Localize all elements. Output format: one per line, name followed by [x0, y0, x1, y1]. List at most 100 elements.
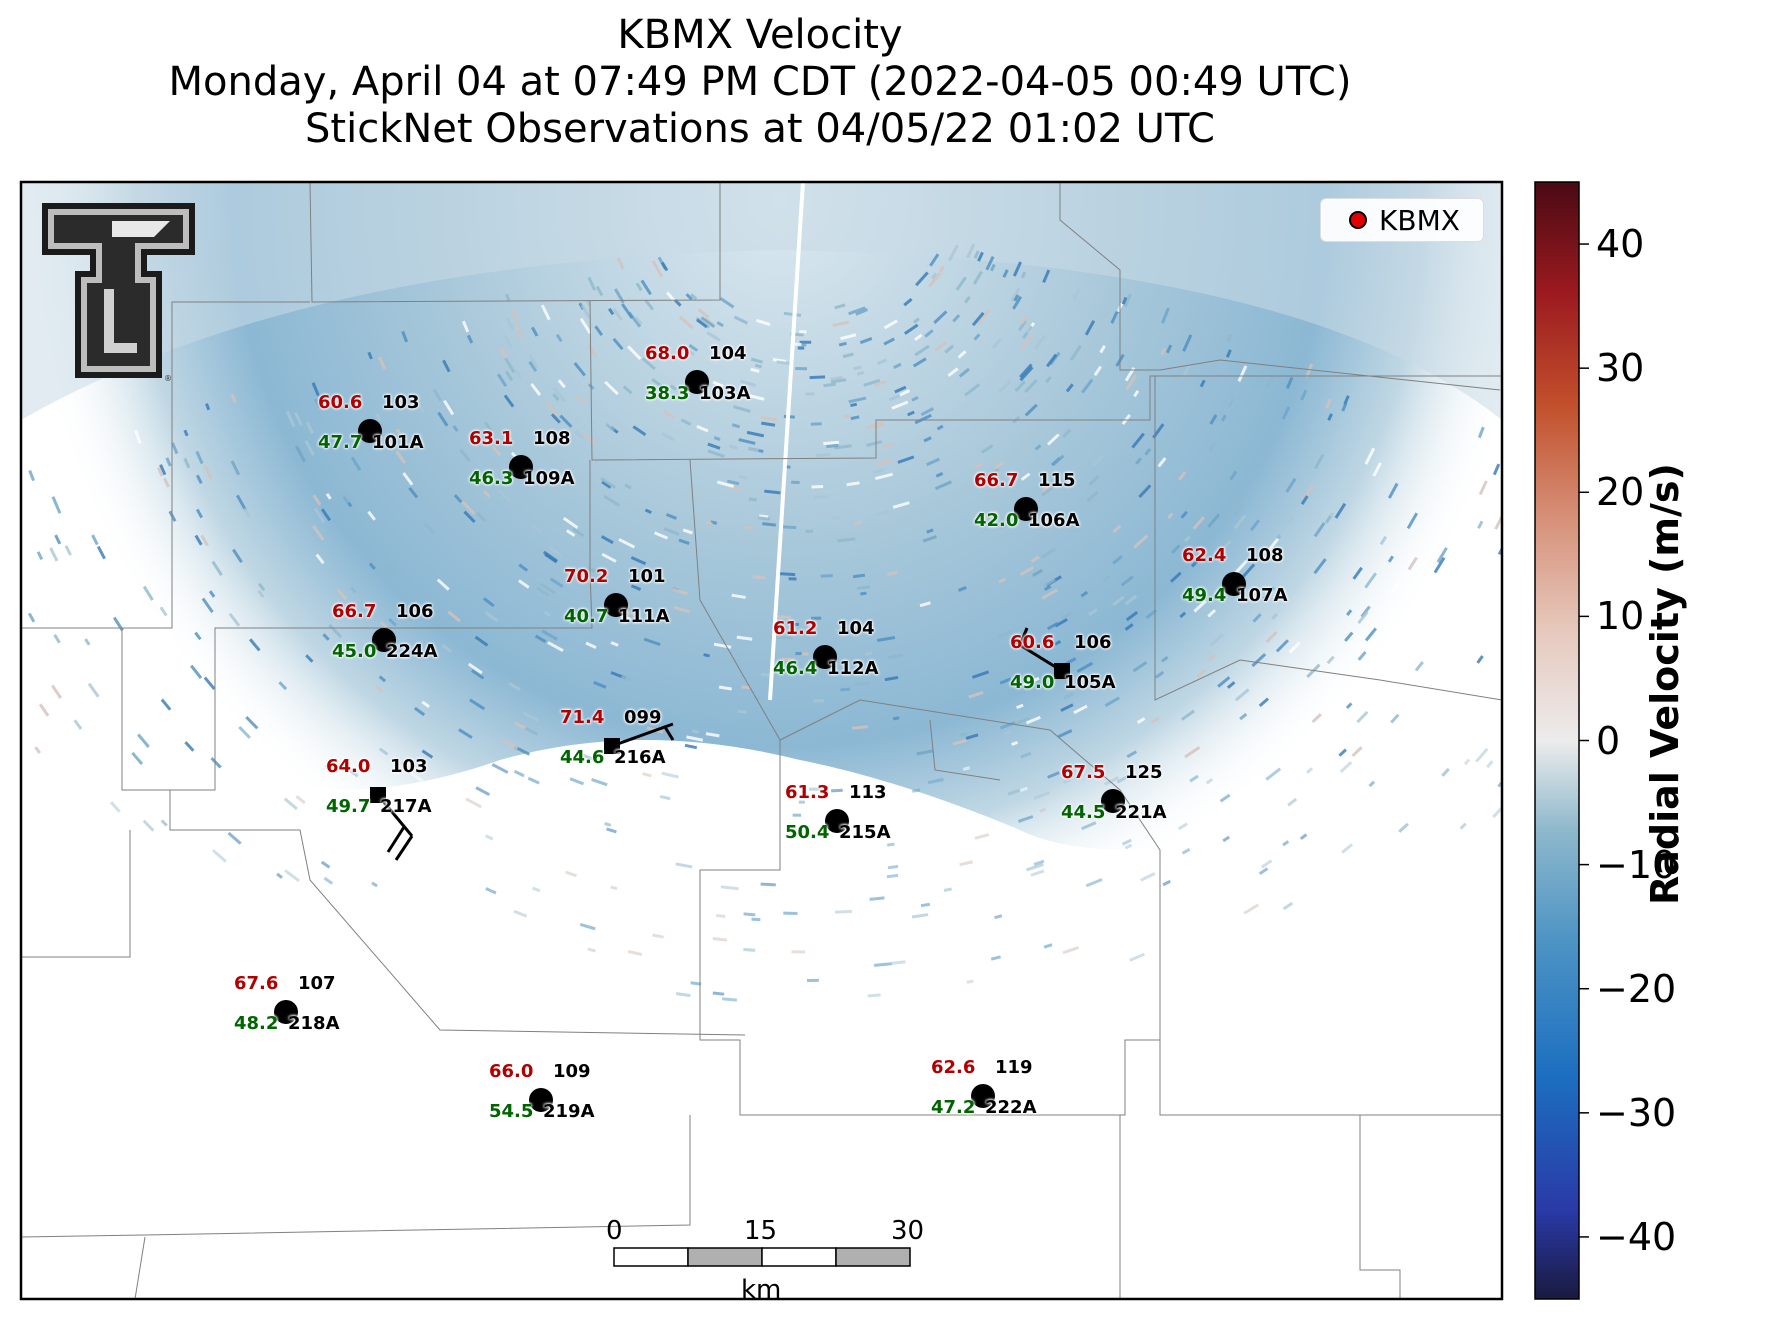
- legend-label: KBMX: [1379, 203, 1460, 237]
- radar-speckles: [27, 243, 1502, 1002]
- station-value-a: 62.6: [931, 1057, 976, 1078]
- title-observations: StickNet Observations at 04/05/22 01:02 …: [305, 106, 1215, 152]
- station-id: 106A: [1028, 510, 1080, 531]
- title-datetime: Monday, April 04 at 07:49 PM CDT (2022-0…: [168, 59, 1352, 105]
- station-marker-218A: [274, 1000, 298, 1024]
- station-value-b: 44.5: [1061, 802, 1106, 823]
- station-id: 221A: [1115, 802, 1167, 823]
- station-id: 217A: [380, 796, 432, 817]
- station-id: 112A: [827, 658, 879, 679]
- station-id: 215A: [839, 822, 891, 843]
- station-value-a: 67.6: [234, 973, 279, 994]
- station-id: 101A: [372, 432, 424, 453]
- colorbar-tick-label: 10: [1596, 594, 1645, 639]
- station-value-n: 125: [1125, 762, 1163, 783]
- station-value-a: 66.0: [489, 1061, 534, 1082]
- scale-label-0: 0: [606, 1216, 623, 1246]
- station-id: 111A: [618, 606, 670, 627]
- station-id: 218A: [288, 1013, 340, 1034]
- station-value-a: 70.2: [564, 566, 609, 587]
- station-marker-112A: [813, 645, 837, 669]
- station-value-b: 42.0: [974, 510, 1019, 531]
- station-value-n: 113: [849, 782, 887, 803]
- station-value-b: 47.2: [931, 1097, 976, 1118]
- station-marker-221A: [1101, 789, 1125, 813]
- station-marker-101A: [358, 419, 382, 443]
- station-id: 219A: [543, 1101, 595, 1122]
- station-value-b: 49.7: [326, 796, 371, 817]
- station-value-b: 50.4: [785, 822, 830, 843]
- station-value-a: 62.4: [1182, 545, 1227, 566]
- station-value-b: 46.4: [773, 658, 818, 679]
- scale-label-15: 15: [744, 1216, 778, 1246]
- station-id: 107A: [1236, 585, 1288, 606]
- title-block: KBMX Velocity Monday, April 04 at 07:49 …: [0, 12, 1520, 153]
- station-marker-217A: [370, 787, 386, 803]
- station-value-b: 45.0: [332, 641, 377, 662]
- colorbar-tick-label: −10: [1596, 842, 1677, 887]
- station-value-b: 46.3: [469, 468, 514, 489]
- county-boundaries: [21, 182, 1502, 1299]
- station-id: 224A: [386, 641, 438, 662]
- station-value-n: 106: [396, 601, 434, 622]
- colorbar-tick-label: 30: [1596, 346, 1645, 391]
- map-frame: [19, 180, 1504, 1301]
- station-value-a: 63.1: [469, 428, 514, 449]
- station-value-n: 103: [390, 756, 428, 777]
- station-markers: [274, 370, 1246, 1112]
- station-value-b: 48.2: [234, 1013, 279, 1034]
- colorbar-tick-label: 40: [1596, 222, 1645, 267]
- station-id: 105A: [1064, 672, 1116, 693]
- station-value-a: 71.4: [560, 707, 605, 728]
- map-legend: KBMX: [1320, 198, 1484, 242]
- station-value-n: 104: [837, 618, 875, 639]
- station-value-b: 49.4: [1182, 585, 1227, 606]
- station-value-n: 119: [995, 1057, 1033, 1078]
- wind-barb: [376, 627, 1063, 861]
- station-marker-215A: [825, 809, 849, 833]
- station-marker-105A: [1054, 663, 1070, 679]
- colorbar-title: Radial Velocity (m/s): [1643, 463, 1687, 905]
- colorbar-tick-label: −40: [1596, 1214, 1677, 1259]
- station-marker-107A: [1222, 572, 1246, 596]
- texas-tech-logo: ®: [42, 203, 195, 383]
- station-value-b: 47.7: [318, 432, 363, 453]
- colorbar: [1534, 181, 1580, 1300]
- scale-bar: [613, 1247, 911, 1267]
- colorbar-tick-label: −30: [1596, 1090, 1677, 1135]
- station-value-a: 64.0: [326, 756, 371, 777]
- station-value-n: 108: [533, 428, 571, 449]
- station-value-a: 60.6: [318, 392, 363, 413]
- station-value-b: 40.7: [564, 606, 609, 627]
- station-marker-219A: [529, 1088, 553, 1112]
- station-value-n: 115: [1038, 470, 1076, 491]
- colorbar-tick-label: 0: [1596, 718, 1621, 763]
- station-value-n: 108: [1246, 545, 1284, 566]
- colorbar-tick-label: −20: [1596, 966, 1677, 1011]
- station-marker-224A: [372, 628, 396, 652]
- radar-site-marker-icon: [1349, 211, 1367, 229]
- station-value-n: 101: [628, 566, 666, 587]
- radar-map: [21, 182, 1502, 1299]
- station-id: 216A: [614, 747, 666, 768]
- station-id: 222A: [985, 1097, 1037, 1118]
- station-marker-222A: [971, 1084, 995, 1108]
- station-value-a: 68.0: [645, 343, 690, 364]
- station-value-n: 107: [298, 973, 336, 994]
- station-value-n: 103: [382, 392, 420, 413]
- station-value-b: 38.3: [645, 383, 690, 404]
- station-value-b: 49.0: [1010, 672, 1055, 693]
- colorbar-tick-label: 20: [1596, 470, 1645, 515]
- station-marker-111A: [604, 593, 628, 617]
- station-id: 109A: [523, 468, 575, 489]
- station-value-a: 61.3: [785, 782, 830, 803]
- station-value-a: 66.7: [974, 470, 1019, 491]
- station-value-b: 54.5: [489, 1101, 534, 1122]
- scale-label-30: 30: [891, 1216, 925, 1246]
- station-marker-103A: [685, 370, 709, 394]
- station-value-b: 44.6: [560, 747, 605, 768]
- station-id: 103A: [699, 383, 751, 404]
- station-value-n: 106: [1074, 632, 1112, 653]
- svg-text:®: ®: [164, 374, 172, 383]
